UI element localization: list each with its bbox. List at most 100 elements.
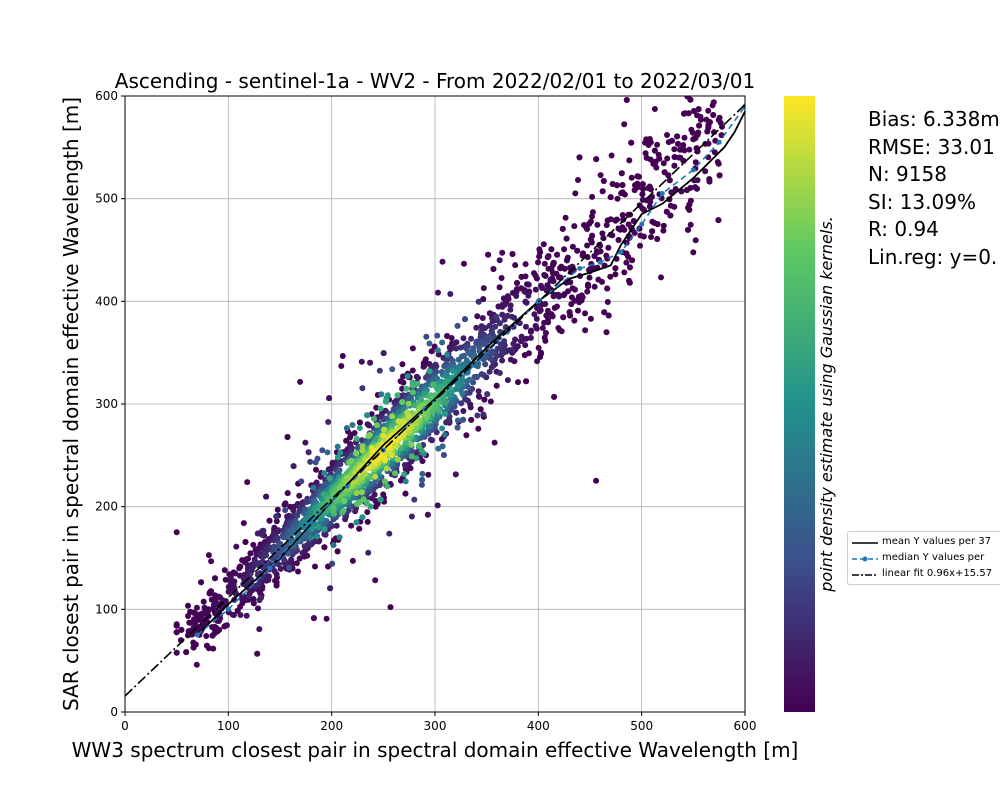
density-point <box>496 284 503 291</box>
density-point <box>468 335 475 342</box>
density-point <box>632 182 638 189</box>
density-point <box>603 329 610 336</box>
density-point <box>542 272 549 279</box>
density-point <box>604 285 611 292</box>
density-point <box>358 358 365 365</box>
density-point <box>441 410 448 417</box>
density-point <box>387 604 394 611</box>
density-point <box>439 339 446 346</box>
density-point <box>326 475 333 482</box>
density-point <box>236 572 243 579</box>
density-point <box>631 187 638 194</box>
y-tick-label: 500 <box>95 192 118 206</box>
density-point <box>273 518 280 525</box>
density-point <box>173 529 180 536</box>
density-point <box>645 142 652 148</box>
density-point <box>568 301 575 308</box>
density-point <box>575 294 582 300</box>
density-point <box>518 338 524 344</box>
density-point <box>416 442 422 449</box>
density-point <box>584 288 591 295</box>
density-point <box>534 358 541 365</box>
density-point <box>626 277 632 284</box>
density-point <box>484 391 491 398</box>
x-tick-label: 400 <box>527 719 550 733</box>
colorbar-label: point density estimate using Gaussian ke… <box>817 216 836 592</box>
density-point <box>522 342 529 349</box>
density-point <box>441 431 448 438</box>
density-point <box>690 108 697 114</box>
density-point <box>327 585 334 592</box>
density-point <box>560 314 567 321</box>
density-point <box>193 661 200 668</box>
density-point <box>557 265 564 272</box>
density-point <box>532 286 539 293</box>
density-point <box>509 251 516 257</box>
density-point <box>279 545 286 552</box>
x-tick-label: 200 <box>320 719 343 733</box>
density-point <box>286 564 292 571</box>
density-point <box>496 370 503 376</box>
density-point <box>447 291 454 297</box>
density-point <box>599 188 606 195</box>
density-point <box>353 519 360 526</box>
density-point <box>366 422 373 429</box>
density-point <box>377 405 384 412</box>
density-point <box>295 568 301 575</box>
y-tick-label: 0 <box>110 705 118 719</box>
density-point <box>626 264 633 271</box>
density-point <box>551 393 558 400</box>
density-point <box>500 349 507 356</box>
density-point <box>685 226 691 233</box>
density-point <box>462 316 468 323</box>
density-point <box>415 374 421 381</box>
density-point <box>336 534 343 541</box>
density-point <box>543 312 550 319</box>
density-point <box>538 349 544 356</box>
density-point <box>245 555 251 562</box>
density-point <box>715 116 722 123</box>
density-point <box>245 593 252 600</box>
density-point <box>382 407 389 414</box>
density-point <box>392 470 398 477</box>
density-point <box>205 607 212 614</box>
density-point <box>265 559 272 566</box>
density-point <box>475 388 482 395</box>
density-point <box>242 539 249 545</box>
density-point <box>274 506 281 513</box>
x-tick-label: 100 <box>217 719 240 733</box>
density-point <box>403 385 410 392</box>
density-point <box>645 185 652 192</box>
density-point <box>349 557 356 564</box>
density-point <box>284 490 291 497</box>
density-point <box>384 483 391 490</box>
density-point <box>353 450 360 457</box>
density-point <box>444 372 451 379</box>
density-point <box>183 649 190 656</box>
density-point <box>439 258 446 265</box>
density-point <box>525 281 532 288</box>
density-point <box>695 106 702 113</box>
density-point <box>544 254 551 261</box>
density-point <box>373 404 380 411</box>
density-point <box>404 373 411 380</box>
density-point <box>487 398 494 405</box>
density-point <box>584 226 591 232</box>
density-point <box>653 164 660 171</box>
density-point <box>454 417 461 424</box>
density-point <box>365 549 372 556</box>
density-point <box>458 400 465 407</box>
series-point-1 <box>716 139 722 145</box>
density-point <box>618 170 625 177</box>
density-point <box>364 509 371 516</box>
density-point <box>229 611 236 618</box>
density-point <box>667 212 674 219</box>
legend-label-linear-fit: linear fit 0.96x+15.57 <box>882 568 993 579</box>
density-point <box>639 181 646 188</box>
density-point <box>604 299 611 305</box>
density-point <box>615 237 622 243</box>
density-point <box>522 273 529 280</box>
density-point <box>364 412 371 419</box>
density-point <box>190 639 197 646</box>
density-point <box>480 296 487 303</box>
